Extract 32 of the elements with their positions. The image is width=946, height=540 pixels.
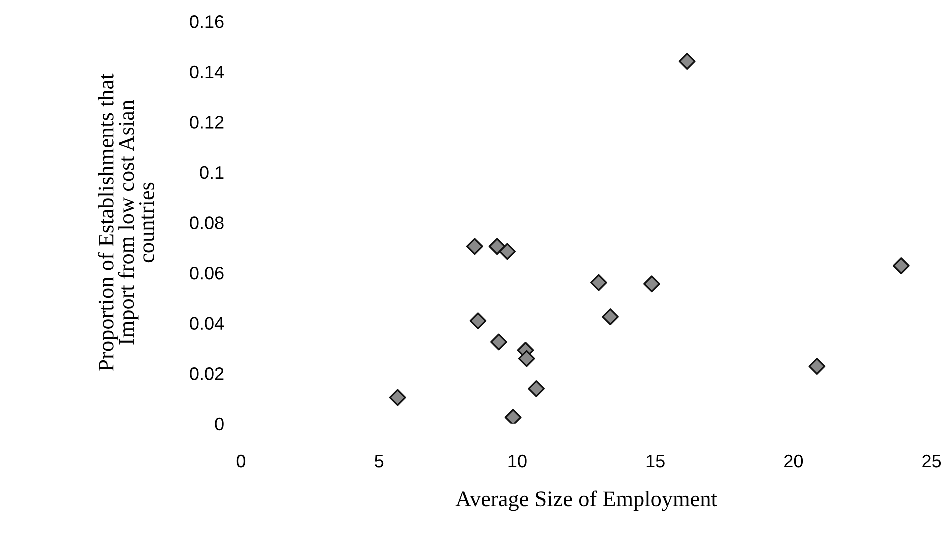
x-tick-label: 20: [784, 454, 804, 468]
y-tick-label: 0.14: [190, 66, 224, 79]
point: [892, 258, 910, 274]
point: [499, 243, 516, 260]
point: [488, 238, 506, 256]
x-tick-label: 15: [646, 455, 665, 468]
y-tick-label: 0.16: [190, 16, 224, 28]
x-tick-label: 5: [375, 455, 384, 468]
x-tick-label: 10: [508, 454, 527, 468]
x-axis-title: Average Size of Employment: [456, 490, 718, 512]
y-tick-label: 0.06: [190, 266, 224, 280]
y-tick-label: 0.12: [190, 116, 224, 129]
point: [389, 389, 406, 406]
x-tick-label: 0: [236, 454, 246, 468]
y-tick-label: 0.08: [190, 216, 224, 230]
point: [490, 334, 508, 351]
point: [518, 350, 536, 368]
point: [470, 312, 487, 330]
point: [504, 409, 522, 424]
y-tick-label: 0.1: [200, 166, 224, 180]
point: [466, 238, 484, 256]
point: [590, 274, 608, 292]
y-tick-label: 0.04: [190, 317, 224, 330]
y-tick-label: 0.02: [190, 368, 224, 380]
x-tick-label: 25: [922, 454, 942, 468]
y-axis-title: Proportion of Establishments that Import from low cost Asian countries: [98, 74, 154, 372]
y-tick-label: 0: [215, 418, 224, 431]
point: [644, 276, 660, 293]
point: [528, 380, 545, 398]
point: [808, 358, 826, 376]
point: [678, 53, 696, 70]
point: [602, 308, 619, 326]
